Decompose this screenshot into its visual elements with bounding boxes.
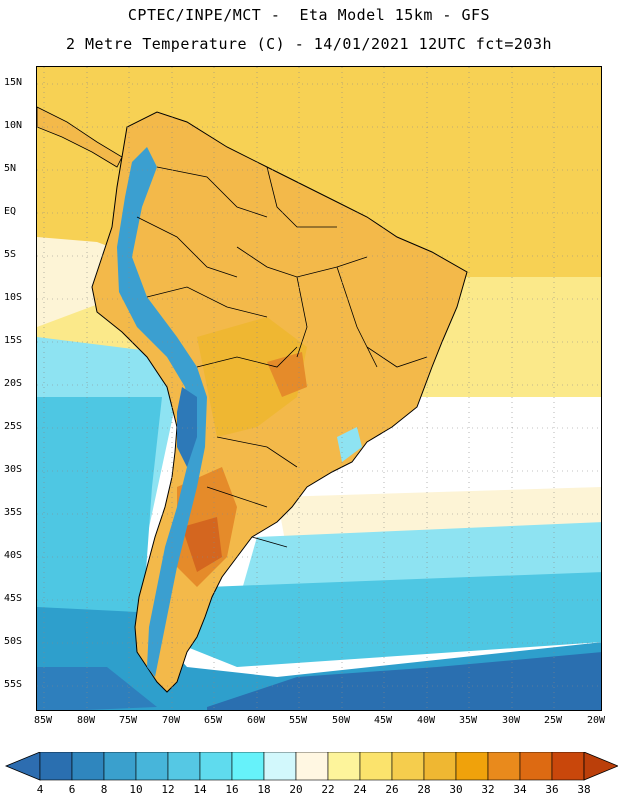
lon-label-25w: 25W bbox=[543, 715, 563, 726]
ocean-coldest bbox=[207, 652, 601, 710]
lat-label-35s: 35S bbox=[4, 507, 23, 518]
chart-title-line-2: 2 Metre Temperature (C) - 14/01/2021 12U… bbox=[65, 35, 553, 53]
colorbar-left-arrow bbox=[4, 752, 41, 781]
colorbar-swatch bbox=[135, 752, 169, 781]
colorbar-tick-label: 32 bbox=[481, 783, 495, 796]
lon-label-35w: 35W bbox=[458, 715, 478, 726]
lat-label-eq: EQ bbox=[4, 206, 17, 217]
land-hot-spot bbox=[267, 352, 307, 397]
lat-label-40s: 40S bbox=[4, 550, 23, 561]
colorbar-swatch bbox=[551, 752, 585, 781]
colorbar-swatch bbox=[359, 752, 393, 781]
lon-label-40w: 40W bbox=[416, 715, 436, 726]
colorbar-tick-label: 12 bbox=[161, 783, 175, 796]
lat-label-5n: 5N bbox=[4, 163, 17, 174]
colorbar-swatch bbox=[263, 752, 297, 781]
lat-label-15s: 15S bbox=[4, 335, 23, 346]
colorbar-swatch bbox=[167, 752, 201, 781]
ocean-pacific-cold bbox=[37, 397, 162, 627]
colorbar-swatch bbox=[39, 752, 73, 781]
colorbar-tick-label: 8 bbox=[100, 783, 108, 796]
lon-label-75w: 75W bbox=[118, 715, 138, 726]
lon-label-80w: 80W bbox=[76, 715, 96, 726]
lon-label-50w: 50W bbox=[331, 715, 351, 726]
lat-label-15n: 15N bbox=[4, 77, 23, 88]
lon-label-30w: 30W bbox=[501, 715, 521, 726]
colorbar-right-arrow bbox=[583, 752, 618, 781]
colorbar-swatch bbox=[423, 752, 457, 781]
colorbar-tick-label: 4 bbox=[36, 783, 44, 796]
lat-label-10s: 10S bbox=[4, 292, 23, 303]
lon-label-55w: 55W bbox=[288, 715, 308, 726]
land-argentina-hottest bbox=[182, 517, 222, 572]
lat-label-10n: 10N bbox=[4, 120, 23, 131]
colorbar-tick-label: 30 bbox=[449, 783, 463, 796]
temperature-map bbox=[36, 66, 602, 711]
colorbar-swatch bbox=[519, 752, 553, 781]
country-borders bbox=[136, 166, 428, 548]
lat-label-50s: 50S bbox=[4, 636, 23, 647]
coast-cool-brazil bbox=[337, 427, 362, 462]
lon-label-65w: 65W bbox=[203, 715, 223, 726]
colorbar-swatch bbox=[103, 752, 137, 781]
colorbar-tick-label: 14 bbox=[193, 783, 207, 796]
colorbar-tick-label: 34 bbox=[513, 783, 527, 796]
temperature-colorbar bbox=[4, 752, 618, 781]
colorbar-tick-label: 28 bbox=[417, 783, 431, 796]
lon-label-45w: 45W bbox=[373, 715, 393, 726]
lon-label-20w: 20W bbox=[586, 715, 606, 726]
colorbar-swatch bbox=[487, 752, 521, 781]
colorbar-tick-label: 10 bbox=[129, 783, 143, 796]
map-canvas bbox=[37, 67, 601, 710]
ocean-coldest-west bbox=[37, 667, 157, 710]
colorbar-tick-label: 16 bbox=[225, 783, 239, 796]
land-hot-interior bbox=[197, 317, 307, 437]
colorbar-swatch bbox=[455, 752, 489, 781]
andes-high bbox=[177, 387, 197, 467]
lat-label-55s: 55S bbox=[4, 679, 23, 690]
colorbar-swatch bbox=[295, 752, 329, 781]
lon-label-60w: 60W bbox=[246, 715, 266, 726]
lat-label-30s: 30S bbox=[4, 464, 23, 475]
colorbar-tick-label: 26 bbox=[385, 783, 399, 796]
lat-label-20s: 20S bbox=[4, 378, 23, 389]
colorbar-tick-label: 20 bbox=[289, 783, 303, 796]
colorbar-tick-label: 22 bbox=[321, 783, 335, 796]
colorbar-tick-label: 24 bbox=[353, 783, 367, 796]
colorbar-tick-label: 38 bbox=[577, 783, 591, 796]
colorbar-swatches bbox=[39, 752, 585, 781]
colorbar-swatch bbox=[199, 752, 233, 781]
colorbar-tick-label: 18 bbox=[257, 783, 271, 796]
central-america-land bbox=[37, 106, 123, 168]
colorbar-swatch bbox=[231, 752, 265, 781]
lat-label-25s: 25S bbox=[4, 421, 23, 432]
lat-label-5s: 5S bbox=[4, 249, 17, 260]
colorbar-tick-label: 36 bbox=[545, 783, 559, 796]
colorbar-tick-label: 6 bbox=[68, 783, 76, 796]
lat-label-45s: 45S bbox=[4, 593, 23, 604]
chart-title-line-1: CPTEC/INPE/MCT - Eta Model 15km - GFS bbox=[127, 6, 491, 24]
lon-label-85w: 85W bbox=[33, 715, 53, 726]
lon-label-70w: 70W bbox=[161, 715, 181, 726]
colorbar-swatch bbox=[391, 752, 425, 781]
andes-range bbox=[117, 147, 207, 677]
colorbar-swatch bbox=[327, 752, 361, 781]
colorbar-swatch bbox=[71, 752, 105, 781]
